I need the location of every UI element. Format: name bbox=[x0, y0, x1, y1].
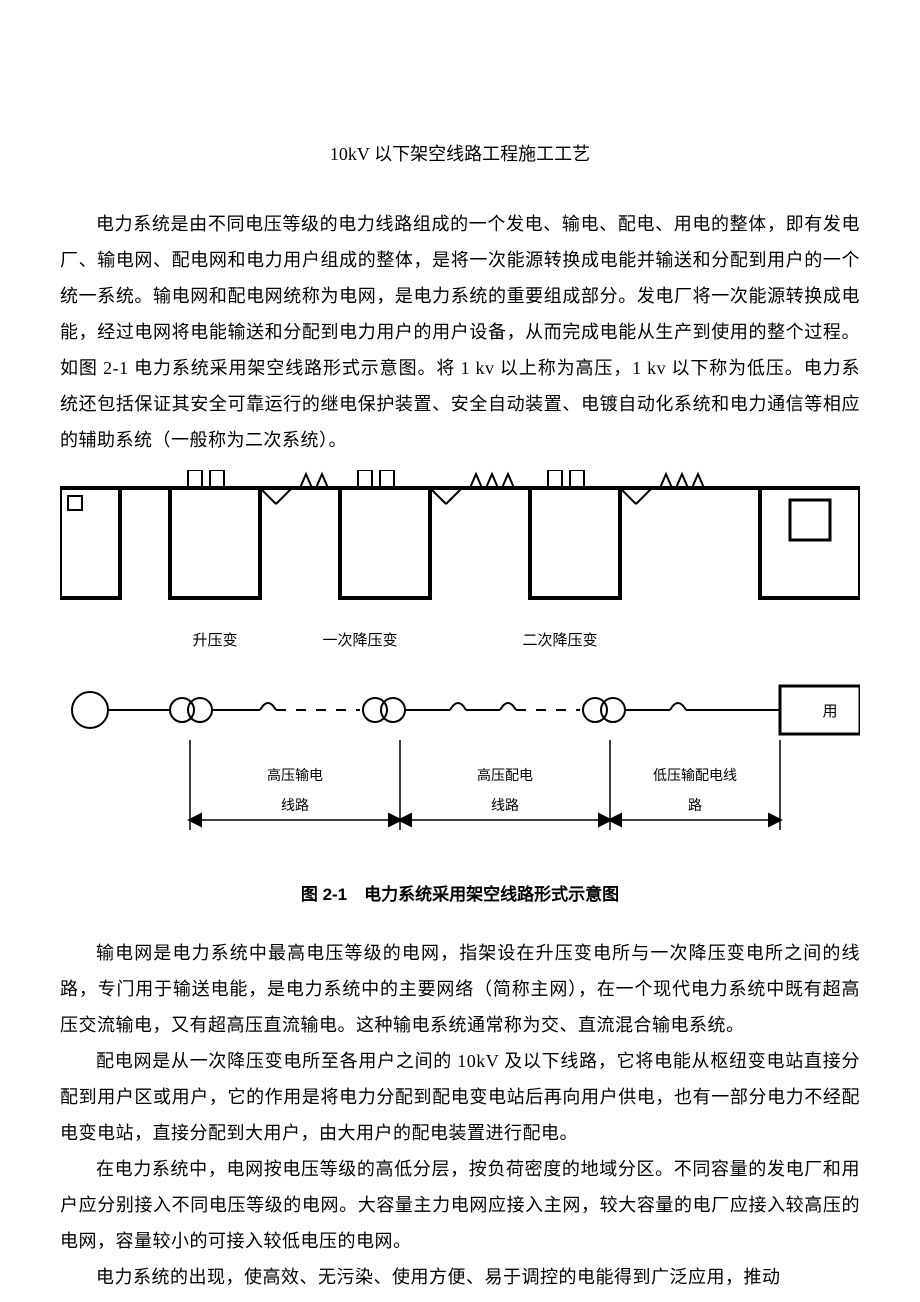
paragraph-4: 在电力系统中，电网按电压等级的高低分层，按负荷密度的地域分区。不同容量的发电厂和… bbox=[60, 1151, 860, 1259]
figure-2: 用 高压输电 线路 高压配电 线路 低压输配电线 路 bbox=[60, 680, 860, 860]
fig2-seg3-top: 低压输配电线 bbox=[653, 768, 737, 784]
fig1-label-t1: 升压变 bbox=[192, 632, 237, 649]
fig1-svg: 升压变 一次降压变 二次降压变 bbox=[60, 470, 860, 670]
paragraph-5: 电力系统的出现，使高效、无污染、使用方便、易于调控的电能得到广泛应用，推动 bbox=[60, 1259, 860, 1295]
fig2-svg: 用 高压输电 线路 高压配电 线路 低压输配电线 路 bbox=[60, 680, 860, 860]
paragraph-1: 电力系统是由不同电压等级的电力线路组成的一个发电、输电、配电、用电的整体，即有发… bbox=[60, 206, 860, 458]
paragraph-3: 配电网是从一次降压变电所至各用户之间的 10kV 及以下线路，它将电能从枢纽变电… bbox=[60, 1043, 860, 1151]
fig2-seg2-top: 高压配电 bbox=[477, 767, 533, 784]
fig2-seg1-top: 高压输电 bbox=[267, 767, 323, 784]
fig1-label-t3: 二次降压变 bbox=[522, 632, 597, 649]
fig2-seg3-bot: 路 bbox=[688, 798, 702, 814]
fig1-label-t2: 一次降压变 bbox=[322, 632, 397, 649]
figure-caption: 图 2-1 电力系统采用架空线路形式示意图 bbox=[60, 880, 860, 905]
fig2-seg2-bot: 线路 bbox=[491, 798, 519, 814]
fig2-user-label: 用 bbox=[822, 704, 837, 720]
fig2-seg1-bot: 线路 bbox=[281, 798, 309, 814]
figure-1: 升压变 一次降压变 二次降压变 bbox=[60, 470, 860, 670]
paragraph-2: 输电网是电力系统中最高电压等级的电网，指架设在升压变电所与一次降压变电所之间的线… bbox=[60, 935, 860, 1043]
doc-title: 10kV 以下架空线路工程施工工艺 bbox=[60, 140, 860, 166]
